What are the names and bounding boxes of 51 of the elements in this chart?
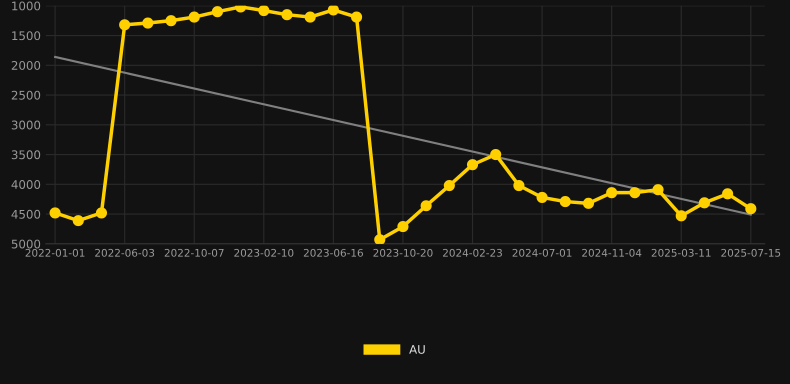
point (119, 19, 130, 30)
y-tick-label: 3000 (12, 120, 40, 130)
y-tick-label: 1000 (12, 1, 40, 10)
x-tick-label: 2024-02-23 (443, 248, 502, 257)
point (722, 188, 734, 200)
y-tick-label: 1500 (12, 31, 40, 40)
point (676, 210, 687, 222)
point (281, 9, 293, 20)
point (652, 184, 664, 196)
point (258, 6, 270, 16)
legend-label: AU (409, 345, 425, 354)
point (96, 207, 108, 218)
x-tick-label: 2024-11-04 (582, 248, 642, 257)
point (72, 215, 84, 226)
x-tick-label: 2023-10-20 (373, 248, 433, 257)
y-tick-label: 4000 (11, 180, 40, 189)
x-tick-label: 2022-01-01 (26, 248, 84, 257)
point (397, 221, 409, 232)
point (188, 12, 200, 23)
y-tick-label: 5000 (12, 240, 40, 248)
x-tick-label: 2025-07-15 (721, 248, 780, 257)
point (165, 15, 177, 26)
x-tick-label: 2023-06-16 (304, 248, 363, 257)
x-tick-label: 2022-10-07 (164, 248, 224, 257)
y-tick-label: 2500 (12, 90, 40, 100)
point (351, 12, 362, 23)
point (490, 149, 502, 160)
point (374, 234, 386, 244)
x-tick-label: 2025-03-11 (652, 248, 711, 257)
point (444, 180, 455, 192)
point (582, 198, 594, 209)
point (304, 12, 316, 23)
point (606, 187, 618, 198)
point (629, 187, 640, 198)
point (50, 207, 61, 218)
point (142, 17, 154, 29)
point (745, 203, 756, 214)
point (328, 6, 339, 16)
y-tick-label: 2000 (12, 61, 40, 70)
y-tick-label: 3500 (12, 150, 40, 160)
point (536, 192, 548, 203)
y-tick-label: 4500 (11, 210, 40, 219)
point (698, 197, 710, 208)
x-tick-label: 2023-02-10 (234, 248, 294, 257)
point (466, 159, 478, 170)
x-tick-label: 2022-06-03 (95, 248, 154, 257)
x-tick-label: 2024-07-01 (512, 248, 572, 257)
point (560, 196, 571, 208)
point (513, 180, 524, 192)
point (420, 200, 432, 212)
point (212, 6, 223, 18)
